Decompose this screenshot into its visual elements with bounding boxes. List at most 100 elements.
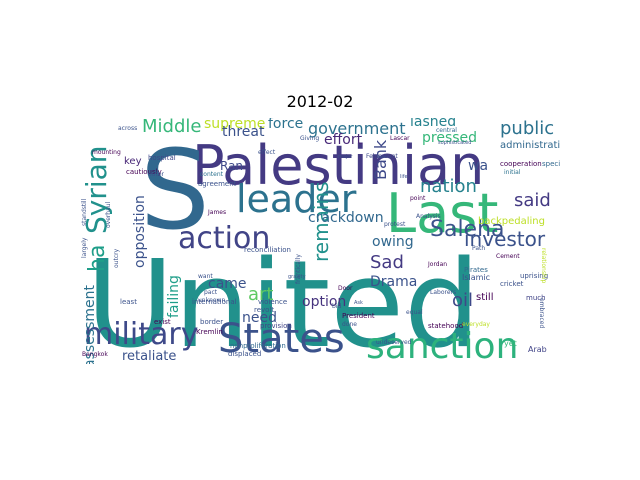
- word-violence: violence: [258, 298, 287, 306]
- word-ran: Ran: [220, 159, 243, 173]
- word-cautiously: cautiously: [126, 168, 162, 176]
- word-much: much: [526, 294, 546, 302]
- word-bangkok: Bangkok: [82, 351, 108, 358]
- chart-title: 2012-02: [286, 92, 354, 111]
- word-united: United: [86, 236, 480, 364]
- word-backpedaling: backpedaling: [478, 216, 545, 227]
- word-wa: wa: [468, 158, 488, 174]
- word-cement: Cement: [496, 253, 520, 260]
- word-international: international: [192, 298, 237, 306]
- word-pirates: Pirates: [464, 266, 488, 274]
- word-effort: effort: [324, 132, 363, 148]
- word-force: force: [268, 118, 303, 132]
- word-largely: largely: [81, 237, 88, 258]
- word-s: S: [140, 126, 210, 254]
- word-relationship: relationship: [540, 248, 547, 283]
- word-option: option: [302, 294, 346, 310]
- word-syrian: Syrian: [80, 145, 113, 234]
- word-lascar: Lascar: [390, 135, 410, 142]
- word-nonproliferation: nonproliferation: [230, 342, 286, 350]
- word-nation: nation: [420, 176, 477, 197]
- word-middle: Middle: [142, 118, 201, 137]
- word-exist: exist: [154, 318, 171, 326]
- word-arab: Arab: [528, 345, 547, 354]
- word-kremlin: Kremlin: [196, 328, 223, 336]
- word-door: Door: [338, 285, 353, 292]
- word-undeserved: undeserved: [376, 339, 412, 346]
- word-initial: initial: [504, 169, 521, 176]
- word-owing: owing: [372, 234, 414, 250]
- word-mounting: mounting: [92, 149, 121, 156]
- word-bid: bid: [332, 303, 341, 310]
- word-standstill: standstill: [81, 198, 88, 226]
- word-pressed: pressed: [422, 130, 477, 146]
- word-effect: effect: [258, 149, 276, 156]
- word-government: government: [308, 119, 406, 138]
- word-last: Last: [386, 182, 498, 245]
- word-displaced: displaced: [228, 350, 261, 358]
- word-crackdown: crackdown: [308, 210, 384, 226]
- word-embraced: embraced: [538, 298, 545, 328]
- word-ask: Ask: [354, 300, 363, 306]
- word-drama: Drama: [370, 274, 417, 290]
- word-opposition: opposition: [132, 195, 148, 268]
- word-equal: equal: [406, 309, 423, 316]
- word-public: public: [500, 118, 554, 139]
- word-yet: yet: [504, 339, 517, 348]
- word-still: still: [476, 292, 493, 303]
- word-sophisticated: sophisticated: [438, 140, 471, 146]
- word-gravity: gravity: [288, 274, 306, 280]
- word-central: central: [436, 127, 457, 134]
- word-uprising: uprising: [520, 272, 548, 280]
- word-agreement: agreement: [198, 180, 237, 188]
- word-across: across: [118, 125, 137, 132]
- word-investor: investor: [464, 227, 546, 251]
- word-came: came: [208, 276, 247, 292]
- word-pact: pact: [204, 289, 218, 296]
- word-sanction: sanction: [366, 326, 518, 364]
- word-outer: outer: [148, 171, 165, 178]
- word-bank: Bank: [371, 139, 390, 180]
- word-laborers: Laborers: [430, 289, 456, 296]
- word-hospital: hospital: [148, 154, 176, 162]
- word-overhaul: overhaul: [105, 201, 112, 228]
- word-key: key: [124, 156, 142, 167]
- word-cricket: cricket: [500, 280, 524, 288]
- word-jordan: Jordan: [427, 261, 447, 268]
- word-cooperation: cooperation: [500, 160, 542, 168]
- word-military: military: [84, 317, 198, 352]
- word-lashed: lashed: [410, 118, 456, 130]
- word-art: art: [248, 284, 274, 305]
- word-administration: administration: [500, 140, 560, 151]
- word-leader: leader: [236, 177, 357, 221]
- word-need: need: [242, 310, 277, 326]
- word-analysis: Analysis: [416, 213, 441, 220]
- word-outcry: outcry: [113, 248, 120, 268]
- word-provision: provision: [260, 322, 292, 330]
- word-assessment: assessment: [82, 285, 98, 364]
- word-said: said: [514, 190, 551, 211]
- word-islamic: Islamic: [462, 273, 490, 282]
- word-least: least: [120, 298, 137, 306]
- word-palestinian: Palestinian: [192, 134, 484, 197]
- word-frantically: frantically: [295, 254, 302, 284]
- word-action: action: [178, 221, 270, 256]
- word-want: want: [198, 273, 213, 280]
- word-supreme: supreme: [204, 118, 265, 132]
- word-feldmount: Feldmount: [366, 153, 398, 160]
- word-giving: Giving: [300, 135, 319, 142]
- word-specific: specific: [542, 160, 560, 168]
- word-reconciliation: reconciliation: [244, 246, 291, 254]
- word-point: point: [410, 195, 426, 202]
- word-ha: ha: [85, 245, 110, 272]
- word-james: James: [207, 209, 226, 216]
- word-statehood: statehood: [428, 322, 463, 330]
- word-path: Path: [472, 245, 485, 252]
- word-life: life: [400, 174, 408, 180]
- word-oil: oil: [452, 290, 473, 311]
- word-saleha: Saleha: [430, 217, 505, 242]
- word-revolt: revolt: [254, 306, 274, 314]
- word-retaliate: retaliate: [122, 349, 176, 364]
